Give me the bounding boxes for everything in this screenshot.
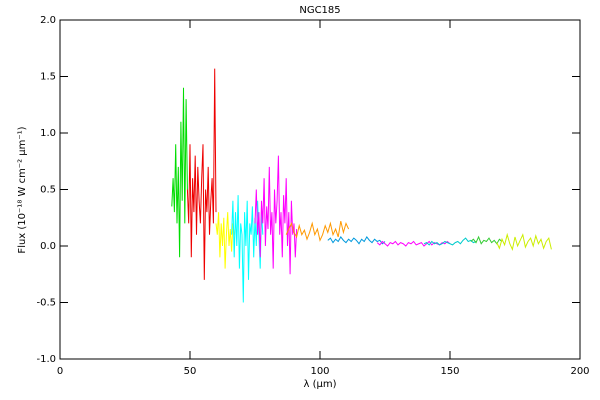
series-line [327,236,386,245]
x-tick-label: 150 [440,366,459,377]
plot-frame [59,19,581,360]
y-tick-label: 1.0 [40,128,56,139]
y-tick-label: 0.5 [40,185,56,196]
series-line [496,232,552,251]
y-tick-label: 1.5 [40,72,56,83]
x-tick-label: 50 [184,366,197,377]
chart-title: NGC185 [299,5,340,16]
y-tick-label: 2.0 [40,15,56,26]
y-tick-label: -0.5 [36,298,56,309]
series-line [376,240,451,247]
x-axis-label: λ (μm) [303,379,336,390]
series-line [254,155,298,275]
series-line [285,221,350,242]
y-axis-label: Flux (10⁻¹⁸ W cm⁻² μm⁻¹) [17,126,28,253]
x-tick-label: 200 [570,366,589,377]
y-tick-label: -1.0 [36,354,56,365]
x-tick-label: 100 [310,366,329,377]
series-line [231,195,264,303]
series-line [423,237,477,246]
series-line [171,87,188,258]
x-tick-label: 0 [57,366,63,377]
series-line [215,212,235,269]
y-tick-label: 0.0 [40,241,56,252]
series-line [186,68,217,280]
